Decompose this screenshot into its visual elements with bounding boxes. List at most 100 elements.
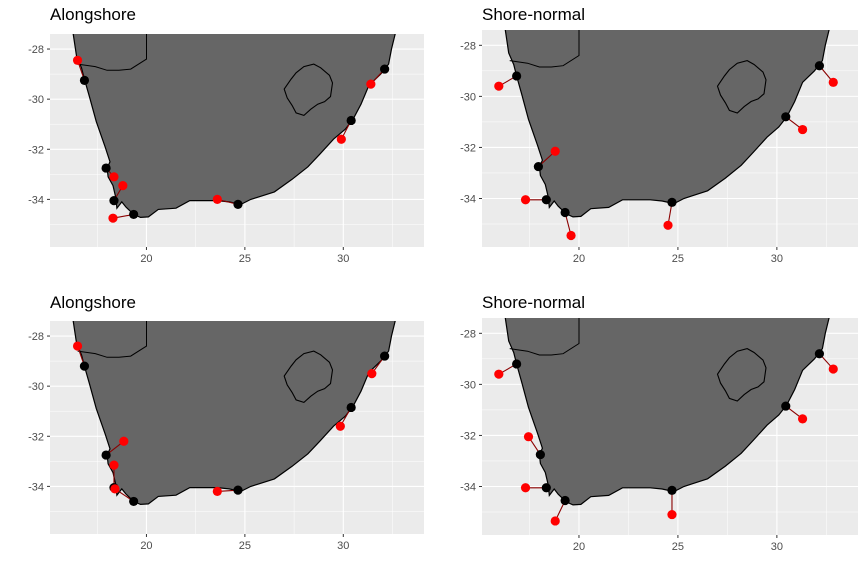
map-plot: 20 25 30 -28 -30 -32 -34 bbox=[28, 321, 424, 552]
site-point-shifted bbox=[109, 460, 119, 470]
site-point-shifted bbox=[494, 81, 504, 91]
site-point-original bbox=[109, 196, 119, 206]
site-point-shifted bbox=[72, 55, 83, 65]
x-tick-label: 30 bbox=[771, 541, 783, 553]
x-tick-label: 25 bbox=[239, 540, 251, 552]
site-point-shifted bbox=[119, 436, 129, 446]
map-panel-3: 20 25 30 -28 -30 -32 -34 Alongshore bbox=[0, 288, 432, 576]
site-point-shifted bbox=[663, 220, 673, 230]
land-lesotho bbox=[716, 60, 767, 114]
x-tick-label: 25 bbox=[672, 253, 684, 265]
site-point-original bbox=[129, 209, 139, 220]
x-tick-label: 20 bbox=[573, 253, 585, 265]
y-tick-label: -32 bbox=[460, 142, 476, 154]
site-point-shifted bbox=[367, 369, 377, 379]
site-point-shifted bbox=[366, 79, 376, 89]
y-tick-label: -32 bbox=[28, 431, 44, 443]
panel-title: Shore-normal bbox=[482, 293, 585, 312]
y-tick-label: -28 bbox=[28, 44, 44, 56]
y-tick-label: -28 bbox=[460, 328, 476, 340]
site-point-shifted bbox=[118, 181, 128, 191]
site-point-original bbox=[233, 485, 243, 495]
y-tick-label: -30 bbox=[460, 91, 476, 103]
x-tick-label: 30 bbox=[771, 253, 783, 265]
x-tick-label: 25 bbox=[672, 541, 684, 553]
site-point-original bbox=[667, 197, 677, 207]
site-point-original bbox=[512, 359, 522, 369]
x-tick-label: 20 bbox=[140, 253, 152, 265]
site-point-original bbox=[560, 495, 570, 506]
panel-title: Alongshore bbox=[50, 5, 137, 24]
site-point-shifted bbox=[494, 369, 504, 379]
y-tick-label: -34 bbox=[460, 193, 476, 205]
site-point-shifted bbox=[72, 341, 83, 351]
site-point-shifted bbox=[566, 230, 576, 241]
panel-title: Alongshore bbox=[50, 293, 137, 312]
map-plot: 20 25 30 -28 -30 -32 -34 bbox=[460, 30, 858, 265]
country-border bbox=[77, 34, 147, 71]
site-point-original bbox=[129, 496, 139, 507]
site-point-shifted bbox=[797, 124, 808, 135]
map-panel-2: 20 25 30 -28 -30 -32 -34 Shore-normal bbox=[432, 0, 864, 288]
country-border bbox=[509, 318, 580, 356]
site-point-original bbox=[560, 207, 570, 218]
site-point-original bbox=[541, 483, 551, 493]
country-border bbox=[509, 30, 580, 68]
x-tick-label: 20 bbox=[573, 541, 585, 553]
site-point-shifted bbox=[109, 172, 119, 182]
land-lesotho bbox=[716, 348, 767, 402]
site-point-shifted bbox=[550, 146, 560, 156]
y-tick-label: -34 bbox=[460, 481, 476, 493]
site-point-shifted bbox=[520, 483, 531, 493]
site-point-original bbox=[101, 450, 111, 460]
site-point-original bbox=[101, 163, 111, 173]
site-point-original bbox=[380, 64, 390, 74]
site-point-shifted bbox=[335, 421, 345, 431]
land-lesotho bbox=[283, 350, 334, 404]
site-point-shifted bbox=[667, 509, 677, 520]
site-point-shifted bbox=[828, 77, 838, 87]
panel-title: Shore-normal bbox=[482, 5, 585, 24]
site-point-original bbox=[814, 349, 825, 359]
site-point-original bbox=[535, 449, 545, 460]
y-tick-label: -30 bbox=[28, 94, 44, 106]
x-tick-label: 30 bbox=[337, 253, 349, 265]
site-point-shifted bbox=[828, 364, 838, 374]
site-point-original bbox=[512, 71, 522, 81]
y-tick-label: -28 bbox=[460, 40, 476, 52]
site-point-shifted bbox=[520, 195, 531, 205]
site-point-original bbox=[541, 195, 551, 205]
site-point-original bbox=[781, 401, 791, 411]
y-tick-label: -30 bbox=[28, 381, 44, 393]
site-point-original bbox=[346, 402, 356, 413]
site-point-original bbox=[233, 199, 243, 209]
site-point-shifted bbox=[212, 194, 222, 204]
site-point-shifted bbox=[110, 484, 120, 494]
site-point-shifted bbox=[550, 516, 560, 526]
site-point-original bbox=[781, 112, 791, 122]
map-plot: 20 25 30 -28 -30 -32 -34 bbox=[28, 34, 424, 265]
site-point-shifted bbox=[212, 486, 222, 496]
site-point-original bbox=[79, 75, 90, 85]
y-tick-label: -30 bbox=[460, 379, 476, 391]
site-point-original bbox=[533, 161, 543, 172]
land-lesotho bbox=[283, 63, 334, 117]
y-tick-label: -28 bbox=[28, 331, 44, 343]
site-point-original bbox=[346, 115, 356, 126]
country-border bbox=[77, 321, 147, 358]
site-point-original bbox=[380, 351, 390, 361]
site-point-shifted bbox=[523, 432, 534, 442]
site-point-original bbox=[79, 361, 90, 371]
site-point-shifted bbox=[108, 213, 118, 223]
map-panel-4: 20 25 30 -28 -30 -32 -34 Shore-normal bbox=[432, 288, 864, 576]
site-point-shifted bbox=[797, 414, 808, 424]
x-tick-label: 30 bbox=[337, 540, 349, 552]
site-point-original bbox=[667, 485, 677, 495]
y-tick-label: -32 bbox=[28, 144, 44, 156]
y-tick-label: -34 bbox=[28, 481, 44, 493]
site-point-shifted bbox=[336, 134, 346, 144]
y-tick-label: -32 bbox=[460, 430, 476, 442]
y-tick-label: -34 bbox=[28, 194, 44, 206]
map-panel-1: 20 25 30 -28 -30 -32 -34 Alongshore bbox=[0, 0, 432, 288]
map-plot: 20 25 30 -28 -30 -32 -34 bbox=[460, 318, 858, 553]
